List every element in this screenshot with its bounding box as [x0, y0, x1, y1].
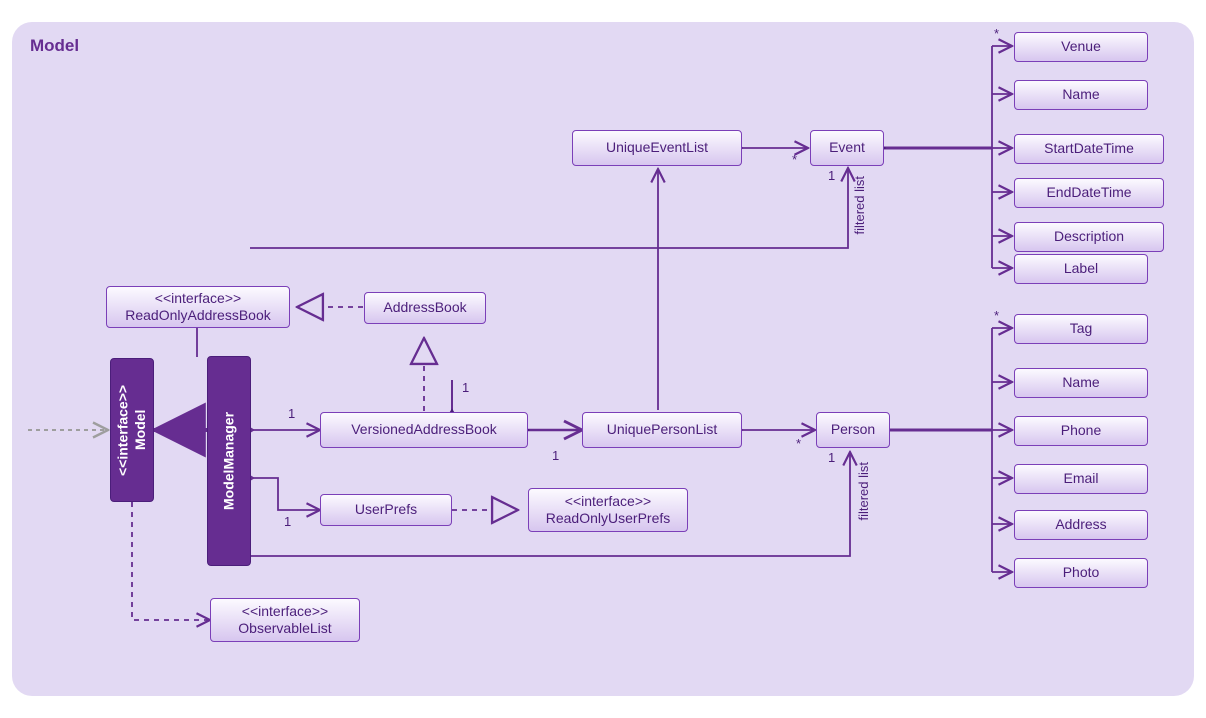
class-phone: Phone [1014, 416, 1148, 446]
mult-vab-ab: 1 [462, 380, 469, 395]
diagram-canvas: Model [0, 0, 1206, 718]
class-readonly-userprefs: <<interface>> ReadOnlyUserPrefs [528, 488, 688, 532]
class-unique-event-list: UniqueEventList [572, 130, 742, 166]
annot-filtered-person: filtered list [856, 462, 871, 521]
class-email: Email [1014, 464, 1148, 494]
class-label: Label [1014, 254, 1148, 284]
class-event: Event [810, 130, 884, 166]
mult-event-one: 1 [828, 168, 835, 183]
class-observable-list: <<interface>> ObservableList [210, 598, 360, 642]
class-venue: Venue [1014, 32, 1148, 62]
mult-person-one: 1 [828, 450, 835, 465]
package-title: Model [30, 36, 79, 56]
mult-vab-upl: 1 [552, 448, 559, 463]
package-model [12, 22, 1194, 696]
class-unique-person-list: UniquePersonList [582, 412, 742, 448]
mult-uel-event: * [792, 152, 797, 167]
class-model-manager: ModelManager [207, 356, 251, 566]
class-enddatetime: EndDateTime [1014, 178, 1164, 208]
class-address: Address [1014, 510, 1148, 540]
class-model-interface: <<interface>> Model [110, 358, 154, 502]
mult-person-attr-star: * [994, 308, 999, 323]
annot-filtered-event: filtered list [852, 176, 867, 235]
class-description: Description [1014, 222, 1164, 252]
class-readonly-addressbook: <<interface>> ReadOnlyAddressBook [106, 286, 290, 328]
class-person: Person [816, 412, 890, 448]
mult-mm-up: 1 [284, 514, 291, 529]
mult-upl-person: * [796, 436, 801, 451]
class-userprefs: UserPrefs [320, 494, 452, 526]
class-versioned-addressbook: VersionedAddressBook [320, 412, 528, 448]
mult-event-attr-star: * [994, 26, 999, 41]
class-name-person: Name [1014, 368, 1148, 398]
mult-mm-vab: 1 [288, 406, 295, 421]
class-startdatetime: StartDateTime [1014, 134, 1164, 164]
class-addressbook: AddressBook [364, 292, 486, 324]
class-photo: Photo [1014, 558, 1148, 588]
class-tag: Tag [1014, 314, 1148, 344]
class-name-event: Name [1014, 80, 1148, 110]
